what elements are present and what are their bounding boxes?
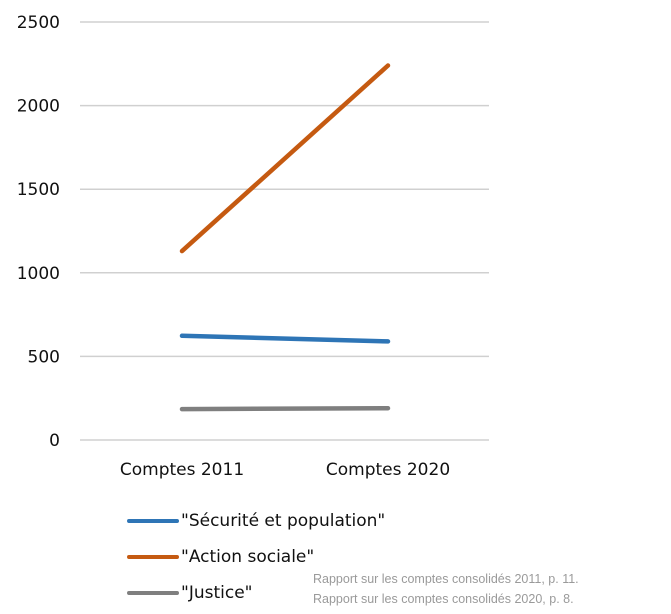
series-line-justice (179, 405, 391, 412)
x-axis-category-labels: Comptes 2011 Comptes 2020 (120, 460, 450, 480)
y-tick-label-500: 500 (28, 347, 60, 367)
source-notes: Rapport sur les comptes consolidés 2011,… (313, 569, 579, 609)
source-note-2011: Rapport sur les comptes consolidés 2011,… (313, 572, 579, 586)
series-lines (179, 63, 391, 412)
x-category-label-1: Comptes 2020 (326, 460, 450, 480)
y-axis-tick-labels: 0 500 1000 1500 2000 2500 (17, 13, 60, 451)
legend-label-action-sociale: "Action sociale" (181, 547, 315, 567)
y-tick-label-0: 0 (49, 431, 60, 451)
legend-label-securite: "Sécurité et population" (181, 511, 386, 531)
source-note-2020: Rapport sur les comptes consolidés 2020,… (313, 592, 574, 606)
y-tick-label-2000: 2000 (17, 97, 60, 117)
legend-item-securite: "Sécurité et population" (127, 503, 385, 539)
y-tick-label-1500: 1500 (17, 180, 60, 200)
legend-label-justice: "Justice" (181, 583, 253, 603)
legend-swatch-justice (127, 591, 179, 595)
y-tick-label-2500: 2500 (17, 13, 60, 33)
x-category-label-0: Comptes 2011 (120, 460, 244, 480)
legend: "Sécurité et population" "Action sociale… (127, 503, 385, 611)
gridlines (80, 21, 489, 441)
legend-swatch-securite (127, 519, 179, 523)
y-tick-label-1000: 1000 (17, 264, 60, 284)
legend-item-justice: "Justice" (127, 575, 385, 611)
legend-item-action-sociale: "Action sociale" (127, 539, 385, 575)
series-line-action-sociale (179, 63, 391, 254)
series-line-securite-et-population (179, 333, 391, 344)
legend-swatch-action-sociale (127, 555, 179, 559)
